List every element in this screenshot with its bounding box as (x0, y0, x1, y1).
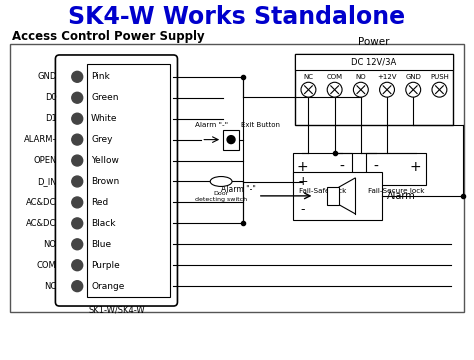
Bar (223, 130, 239, 149)
Text: AC&DC: AC&DC (26, 219, 56, 228)
Text: Yellow: Yellow (91, 156, 119, 165)
Circle shape (380, 82, 394, 97)
Bar (294, 54, 453, 125)
FancyBboxPatch shape (55, 55, 177, 306)
Text: +: + (297, 160, 308, 174)
Circle shape (72, 92, 82, 103)
Text: GND: GND (37, 72, 56, 81)
Circle shape (227, 136, 235, 144)
Text: Door
detecting switch: Door detecting switch (195, 192, 247, 202)
Circle shape (72, 155, 82, 166)
Text: Purple: Purple (91, 261, 120, 270)
Bar (87, 64, 170, 297)
Text: Alarm "-": Alarm "-" (195, 122, 228, 128)
Text: +12V: +12V (377, 74, 397, 80)
Text: -: - (340, 160, 345, 174)
Text: Exit Button: Exit Button (241, 122, 280, 128)
Circle shape (72, 218, 82, 229)
Text: NC: NC (44, 282, 56, 291)
Text: SK4-W Works Standalone: SK4-W Works Standalone (68, 5, 406, 29)
Text: -: - (374, 160, 378, 174)
Circle shape (327, 82, 342, 97)
Text: AC&DC: AC&DC (26, 198, 56, 207)
Text: Red: Red (91, 198, 109, 207)
Circle shape (406, 82, 420, 97)
Circle shape (72, 134, 82, 145)
Text: +: + (297, 175, 308, 189)
Text: D_IN: D_IN (37, 177, 56, 186)
Circle shape (354, 82, 368, 97)
Text: Green: Green (91, 93, 118, 102)
Text: Orange: Orange (91, 282, 125, 291)
Bar (294, 54, 453, 70)
Text: D0: D0 (45, 93, 56, 102)
Text: COM: COM (36, 261, 56, 270)
Circle shape (72, 239, 82, 250)
Ellipse shape (210, 176, 232, 186)
Text: +: + (410, 160, 421, 174)
Text: NO: NO (356, 74, 366, 80)
Circle shape (432, 82, 447, 97)
Text: Blue: Blue (91, 240, 111, 249)
Text: Grey: Grey (91, 135, 113, 144)
Text: Power: Power (358, 37, 390, 47)
Text: Access Control Power Supply: Access Control Power Supply (12, 30, 204, 42)
Bar (328, 187, 339, 205)
Circle shape (72, 260, 82, 271)
Text: D1: D1 (45, 114, 56, 123)
Text: White: White (91, 114, 118, 123)
Text: OPEN: OPEN (33, 156, 56, 165)
Circle shape (72, 281, 82, 292)
Text: NC: NC (303, 74, 313, 80)
Text: DC 12V/3A: DC 12V/3A (351, 57, 397, 66)
Bar (366, 153, 426, 185)
Text: GND: GND (405, 74, 421, 80)
Text: PUSH: PUSH (430, 74, 449, 80)
Text: Alarm "-": Alarm "-" (221, 185, 256, 194)
Text: Brown: Brown (91, 177, 119, 186)
Text: Black: Black (91, 219, 116, 228)
Text: Fail-Secure lock: Fail-Secure lock (367, 188, 424, 194)
Circle shape (72, 176, 82, 187)
Text: -: - (300, 203, 305, 216)
Bar (292, 153, 352, 185)
Text: Alarm: Alarm (387, 191, 416, 201)
Bar (10, 44, 464, 312)
Bar (292, 172, 382, 220)
Text: COM: COM (327, 74, 343, 80)
Circle shape (301, 82, 316, 97)
Text: NO: NO (44, 240, 56, 249)
Circle shape (72, 71, 82, 82)
Text: ALARM-: ALARM- (24, 135, 56, 144)
Text: SK1-W/SK4-W: SK1-W/SK4-W (88, 306, 145, 315)
Text: Fail-Safe lock: Fail-Safe lock (299, 188, 346, 194)
Circle shape (72, 197, 82, 208)
Text: Pink: Pink (91, 72, 110, 81)
Circle shape (72, 113, 82, 124)
